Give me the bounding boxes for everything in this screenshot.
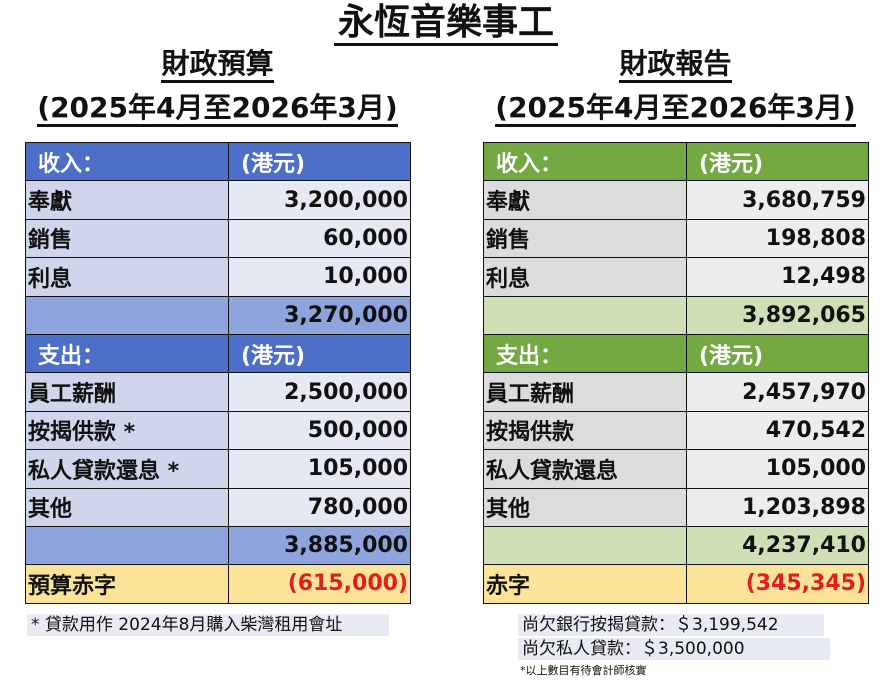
total-blank xyxy=(483,525,687,566)
income-header-row: 收入： (港元) xyxy=(25,141,411,182)
currency-header: (港元) xyxy=(228,141,411,182)
row-value: 10,000 xyxy=(228,257,411,297)
page-title: 永恆音樂事工 xyxy=(0,2,892,46)
table-row: 奉獻 3,200,000 xyxy=(25,180,411,220)
table-row: 利息 12,498 xyxy=(483,257,869,297)
deficit-label: 赤字 xyxy=(483,564,687,604)
total-blank xyxy=(483,295,687,335)
income-total-row: 3,892,065 xyxy=(483,295,869,335)
income-header-label: 收入： xyxy=(25,141,229,182)
row-label: 私人貸款還息 * xyxy=(25,449,229,489)
row-label: 利息 xyxy=(25,257,229,297)
total-blank xyxy=(25,525,229,566)
deficit-value: (345,345) xyxy=(686,564,869,604)
expense-total-row: 3,885,000 xyxy=(25,525,411,566)
row-label: 員工薪酬 xyxy=(483,372,687,412)
budget-heading: 財政預算 xyxy=(25,46,410,83)
row-label: 按揭供款 xyxy=(483,410,687,451)
row-value: 2,457,970 xyxy=(686,372,869,412)
income-total-row: 3,270,000 xyxy=(25,295,411,335)
row-value: 1,203,898 xyxy=(686,487,869,527)
row-label: 其他 xyxy=(25,487,229,527)
row-value: 12,498 xyxy=(686,257,869,297)
row-value: 500,000 xyxy=(228,410,411,451)
expense-total: 3,885,000 xyxy=(228,525,411,566)
row-label: 員工薪酬 xyxy=(25,372,229,412)
row-value: 470,542 xyxy=(686,410,869,451)
row-value: 3,680,759 xyxy=(686,180,869,220)
deficit-row: 赤字 (345,345) xyxy=(483,564,869,604)
row-label: 私人貸款還息 xyxy=(483,449,687,489)
row-value: 2,500,000 xyxy=(228,372,411,412)
budget-period: (2025年4月至2026年3月) xyxy=(15,90,420,127)
bank-loan-note: 尚欠銀行按揭貸款：＄3,199,542 xyxy=(518,614,824,636)
deficit-row: 預算赤字 (615,000) xyxy=(25,564,411,604)
table-row: 員工薪酬 2,457,970 xyxy=(483,372,869,412)
row-label: 按揭供款 * xyxy=(25,410,229,451)
table-row: 按揭供款 * 500,000 xyxy=(25,410,411,451)
currency-header: (港元) xyxy=(686,141,869,182)
table-row: 奉獻 3,680,759 xyxy=(483,180,869,220)
row-value: 105,000 xyxy=(228,449,411,489)
row-value: 780,000 xyxy=(228,487,411,527)
table-row: 銷售 198,808 xyxy=(483,218,869,259)
table-row: 其他 780,000 xyxy=(25,487,411,527)
row-value: 60,000 xyxy=(228,218,411,259)
expense-header-label: 支出： xyxy=(25,333,229,374)
income-header-label: 收入： xyxy=(483,141,687,182)
expense-total-row: 4,237,410 xyxy=(483,525,869,566)
row-label: 銷售 xyxy=(483,218,687,259)
audit-note: *以上數目有待會計師核實 xyxy=(520,664,647,677)
income-total: 3,270,000 xyxy=(228,295,411,335)
table-row: 利息 10,000 xyxy=(25,257,411,297)
table-row: 員工薪酬 2,500,000 xyxy=(25,372,411,412)
deficit-value: (615,000) xyxy=(228,564,411,604)
row-value: 3,200,000 xyxy=(228,180,411,220)
private-loan-note: 尚欠私人貸款：＄3,500,000 xyxy=(518,638,830,660)
row-label: 其他 xyxy=(483,487,687,527)
report-period: (2025年4月至2026年3月) xyxy=(473,90,878,127)
income-header-row: 收入： (港元) xyxy=(483,141,869,182)
row-label: 奉獻 xyxy=(25,180,229,220)
currency-header: (港元) xyxy=(228,333,411,374)
table-row: 按揭供款 470,542 xyxy=(483,410,869,451)
income-total: 3,892,065 xyxy=(686,295,869,335)
expense-header-row: 支出： (港元) xyxy=(25,333,411,374)
total-blank xyxy=(25,295,229,335)
report-table: 收入： (港元) 奉獻 3,680,759 銷售 198,808 利息 12,4… xyxy=(483,141,869,604)
budget-table: 收入： (港元) 奉獻 3,200,000 銷售 60,000 利息 10,00… xyxy=(25,141,411,604)
currency-header: (港元) xyxy=(686,333,869,374)
row-value: 105,000 xyxy=(686,449,869,489)
deficit-label: 預算赤字 xyxy=(25,564,229,604)
table-row: 私人貸款還息 105,000 xyxy=(483,449,869,489)
expense-header-label: 支出： xyxy=(483,333,687,374)
table-row: 私人貸款還息 * 105,000 xyxy=(25,449,411,489)
expense-total: 4,237,410 xyxy=(686,525,869,566)
budget-footnote: * 貸款用作 2024年8月購入柴灣租用會址 xyxy=(27,614,389,636)
row-label: 銷售 xyxy=(25,218,229,259)
expense-header-row: 支出： (港元) xyxy=(483,333,869,374)
row-label: 奉獻 xyxy=(483,180,687,220)
row-value: 198,808 xyxy=(686,218,869,259)
report-heading: 財政報告 xyxy=(483,46,868,83)
row-label: 利息 xyxy=(483,257,687,297)
table-row: 其他 1,203,898 xyxy=(483,487,869,527)
table-row: 銷售 60,000 xyxy=(25,218,411,259)
